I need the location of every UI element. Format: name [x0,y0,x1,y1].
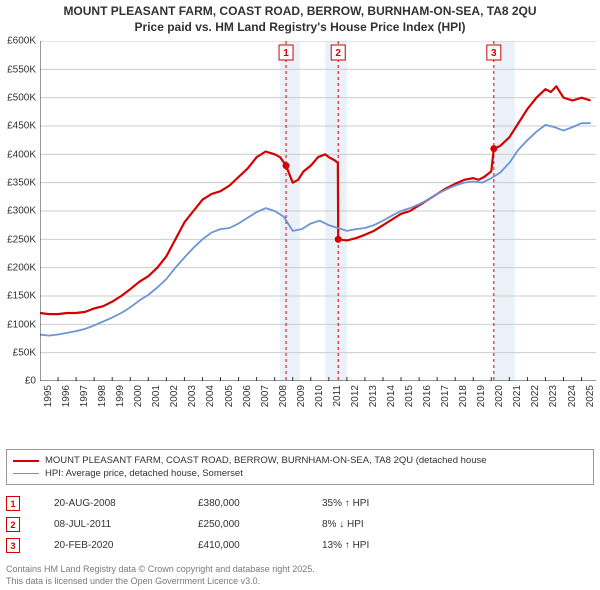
x-tick-label: 2014 [386,385,397,407]
y-tick-label: £150K [7,291,36,302]
x-tick-label: 2006 [242,385,253,407]
y-tick-label: £200K [7,262,36,273]
x-tick-label: 2001 [151,385,162,407]
title-line-1: MOUNT PLEASANT FARM, COAST ROAD, BERROW,… [0,4,600,20]
x-tick-label: 2005 [224,385,235,407]
chart-area: 123 £0£50K£100K£150K£200K£250K£300K£350K… [40,41,596,411]
x-tick-label: 2000 [133,385,144,407]
chart-title: MOUNT PLEASANT FARM, COAST ROAD, BERROW,… [0,0,600,35]
x-tick-label: 2015 [404,385,415,407]
chart-container: MOUNT PLEASANT FARM, COAST ROAD, BERROW,… [0,0,600,590]
marker-price: £250,000 [198,519,288,530]
marker-table: 1 20-AUG-2008 £380,000 35% ↑ HPI 2 08-JUL-201… [6,493,594,556]
y-tick-label: £350K [7,177,36,188]
chart-svg: 1 2 3 [40,41,596,381]
legend-item: MOUNT PLEASANT FARM, COAST ROAD, BERROW,… [13,454,587,467]
x-tick-label: 2013 [368,385,379,407]
x-tick-label: 2023 [548,385,559,407]
y-tick-label: £550K [7,64,36,75]
x-tick-label: 1995 [43,385,54,407]
marker-delta: 8% ↓ HPI [322,519,432,530]
legend-swatch [13,460,39,462]
svg-text:3: 3 [491,48,497,59]
y-tick-label: £500K [7,92,36,103]
legend-label: MOUNT PLEASANT FARM, COAST ROAD, BERROW,… [45,455,487,466]
x-tick-label: 2020 [494,385,505,407]
legend-label: HPI: Average price, detached house, Some… [45,468,243,479]
x-tick-label: 2004 [205,385,216,407]
marker-date: 08-JUL-2011 [54,519,164,530]
footer-line-1: Contains HM Land Registry data © Crown c… [6,564,594,576]
x-tick-label: 2008 [278,385,289,407]
x-tick-label: 2025 [585,385,596,407]
x-tick-label: 2010 [314,385,325,407]
marker-number-box: 1 [6,496,20,511]
x-tick-label: 2016 [422,385,433,407]
marker-row: 3 20-FEB-2020 £410,000 13% ↑ HPI [6,535,594,556]
x-tick-label: 2009 [296,385,307,407]
marker-row: 2 08-JUL-2011 £250,000 8% ↓ HPI [6,514,594,535]
marker-date: 20-AUG-2008 [54,498,164,509]
marker-number-box: 2 [6,517,20,532]
x-tick-label: 2007 [260,385,271,407]
svg-text:1: 1 [283,48,289,59]
y-tick-label: £300K [7,206,36,217]
x-tick-label: 2011 [332,385,343,407]
marker-date: 20-FEB-2020 [54,540,164,551]
marker-row: 1 20-AUG-2008 £380,000 35% ↑ HPI [6,493,594,514]
y-tick-label: £600K [7,36,36,47]
marker-delta: 35% ↑ HPI [322,498,432,509]
x-tick-label: 1996 [61,385,72,407]
x-tick-label: 1999 [115,385,126,407]
x-tick-label: 2019 [476,385,487,407]
marker-number-box: 3 [6,538,20,553]
x-tick-label: 2024 [567,385,578,407]
legend-box: MOUNT PLEASANT FARM, COAST ROAD, BERROW,… [6,449,594,485]
y-tick-label: £450K [7,121,36,132]
x-tick-label: 2021 [512,385,523,407]
y-tick-label: £0 [25,376,36,387]
legend-item: HPI: Average price, detached house, Some… [13,467,587,480]
footer-attribution: Contains HM Land Registry data © Crown c… [6,564,594,587]
x-tick-label: 1997 [79,385,90,407]
marker-price: £410,000 [198,540,288,551]
x-tick-label: 2018 [458,385,469,407]
y-tick-label: £250K [7,234,36,245]
x-tick-label: 2017 [440,385,451,407]
marker-price: £380,000 [198,498,288,509]
y-tick-label: £50K [13,347,36,358]
marker-delta: 13% ↑ HPI [322,540,432,551]
footer-line-2: This data is licensed under the Open Gov… [6,576,594,588]
x-tick-label: 2012 [350,385,361,407]
y-tick-label: £400K [7,149,36,160]
x-tick-label: 2022 [530,385,541,407]
x-tick-label: 1998 [97,385,108,407]
x-tick-label: 2002 [169,385,180,407]
x-tick-label: 2003 [187,385,198,407]
y-tick-label: £100K [7,319,36,330]
legend-swatch [13,473,39,474]
svg-text:2: 2 [335,48,341,59]
title-line-2: Price paid vs. HM Land Registry's House … [0,20,600,36]
